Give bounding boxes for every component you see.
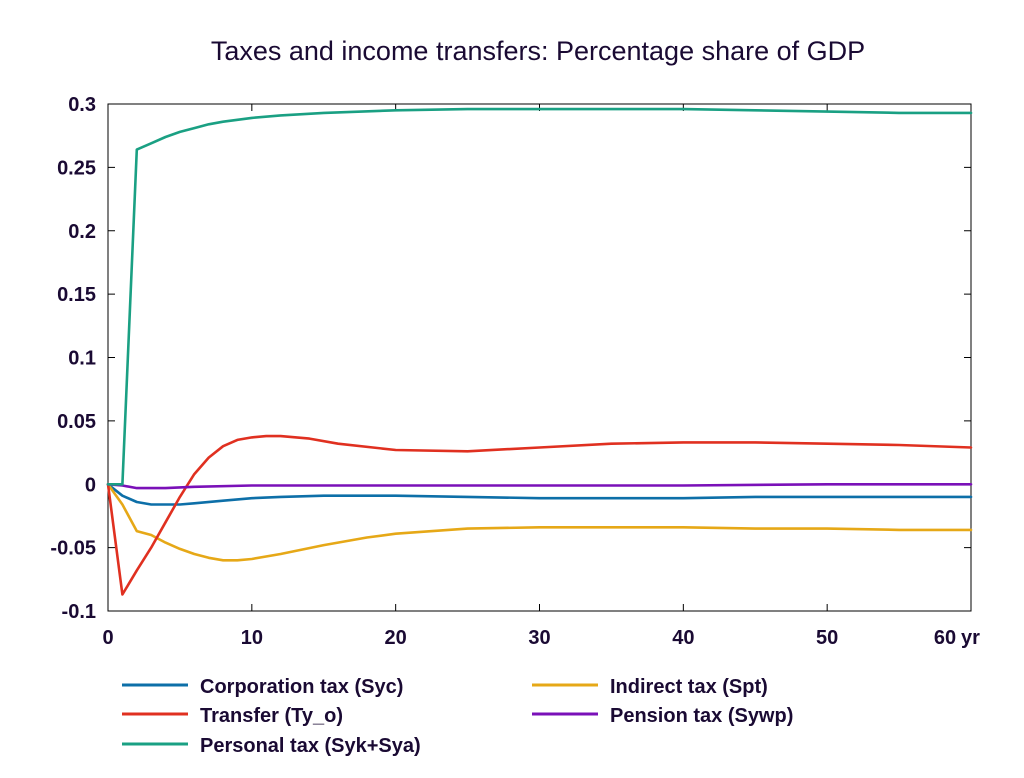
- y-tick-label: 0.1: [68, 348, 96, 370]
- legend-label: Transfer (Ty_o): [200, 705, 343, 727]
- series-lines: [106, 107, 973, 596]
- tick-labels: -0.1 -0.05 0 0.05 0.1 0.15 0.2 0.25 0.3 0 10 20 30 40…: [50, 94, 980, 649]
- y-tick-label: 0.25: [57, 157, 96, 179]
- chart-title: Taxes and income transfers: Percentage s…: [211, 36, 865, 66]
- legend-item-2: Transfer (Ty_o): [122, 705, 343, 727]
- legend-label: Corporation tax (Syc): [200, 676, 403, 698]
- x-tick-label: 50: [816, 627, 838, 649]
- x-tick-label: 40: [672, 627, 694, 649]
- y-tick-label: 0.3: [68, 94, 96, 116]
- y-tick-label: -0.05: [50, 538, 96, 560]
- series-line-2: [106, 434, 973, 596]
- ticks: [107, 103, 972, 612]
- y-tick-label: 0.15: [57, 284, 96, 306]
- y-tick-label: 0.05: [57, 411, 96, 433]
- x-tick-label: 30: [528, 627, 550, 649]
- series-line-4: [106, 107, 973, 486]
- legend-label: Indirect tax (Spt): [610, 676, 768, 698]
- x-unit-label: yr: [961, 627, 980, 649]
- legend-label: Pension tax (Sywp): [610, 705, 793, 727]
- y-tick-label: 0.2: [68, 221, 96, 243]
- series-line-0: [106, 482, 973, 506]
- y-tick-label: -0.1: [62, 601, 96, 623]
- legend: Corporation tax (Syc) Indirect tax (Spt) T…: [122, 676, 793, 757]
- legend-label: Personal tax (Syk+Sya): [200, 735, 421, 757]
- y-tick-label: 0: [85, 474, 96, 496]
- x-tick-label: 60: [934, 627, 956, 649]
- series-line-3: [106, 482, 973, 490]
- x-tick-label: 0: [102, 627, 113, 649]
- series-line-1: [106, 482, 973, 562]
- legend-item-0: Corporation tax (Syc): [122, 676, 403, 698]
- legend-item-3: Pension tax (Sywp): [532, 705, 793, 727]
- x-tick-label: 10: [241, 627, 263, 649]
- legend-item-1: Indirect tax (Spt): [532, 676, 768, 698]
- x-tick-label: 20: [385, 627, 407, 649]
- legend-item-4: Personal tax (Syk+Sya): [122, 735, 421, 757]
- plot-frame: [107, 103, 972, 612]
